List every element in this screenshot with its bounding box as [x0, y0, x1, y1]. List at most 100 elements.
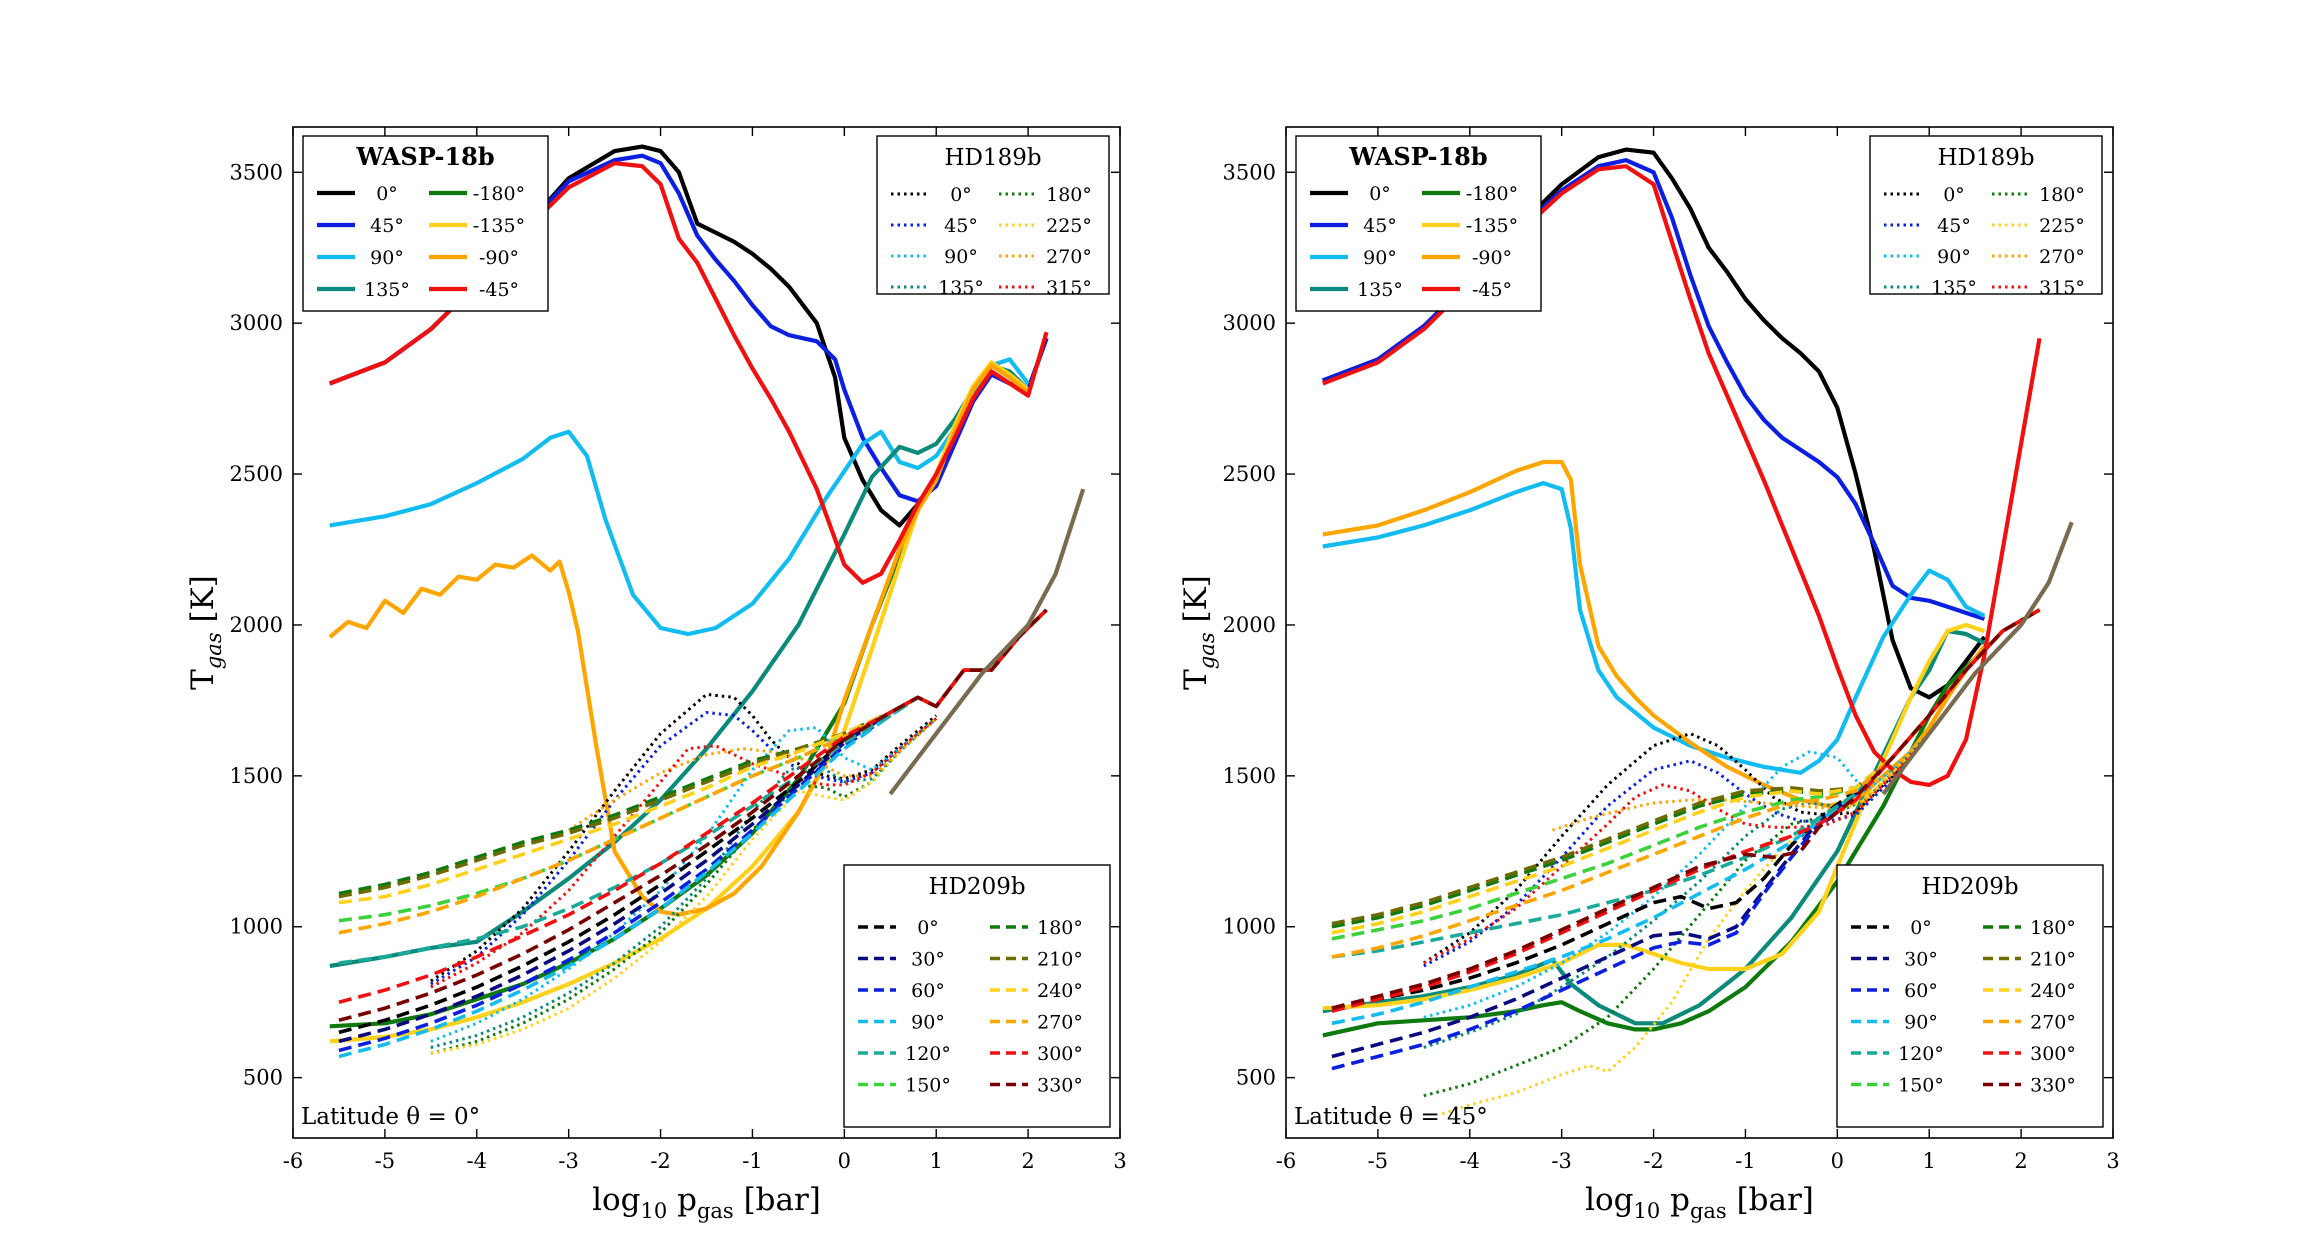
legend-entry-label: -180°	[1466, 183, 1518, 205]
latitude-annotation: Latitude θ = 45°	[1294, 1104, 1488, 1130]
y-tick-label: 500	[1236, 1066, 1276, 1090]
legend-title: HD189b	[1937, 145, 2034, 171]
series-line-hd189b-0	[1422, 732, 1931, 965]
y-tick-label: 1500	[1223, 764, 1276, 788]
x-tick-label: 2	[1021, 1149, 1034, 1173]
legend-entry-label: 270°	[2030, 1012, 2076, 1034]
x-tick-label: -4	[1460, 1149, 1480, 1173]
legend-entry-label: 210°	[1037, 949, 1083, 971]
latitude-annotation: Latitude θ = 0°	[301, 1104, 480, 1130]
legend-entry-label: 0°	[917, 917, 939, 939]
y-tick-label: 500	[243, 1066, 283, 1090]
series-line-hd189b-45	[430, 711, 938, 986]
series-line-wasp-18b-135	[1322, 622, 1986, 1011]
legend-title: HD209b	[1921, 874, 2018, 900]
axes-frame	[292, 126, 1121, 1139]
series-line-hd209b-270	[338, 608, 1048, 935]
legend-entry-label: 180°	[2039, 184, 2085, 206]
x-tick-label: 2	[2014, 1149, 2027, 1173]
legend-entry-label: 300°	[1037, 1043, 1083, 1065]
legend-box	[1869, 135, 2103, 295]
legend-entry-label: 150°	[1898, 1075, 1944, 1097]
legend-entry-label: 270°	[2039, 246, 2085, 268]
series-line-hd189b-270	[567, 717, 938, 832]
legend-entry-label: 60°	[1904, 980, 1938, 1002]
series-line-hd209b-180	[1331, 608, 2041, 929]
series-line-hd189b-180	[430, 717, 938, 1055]
legend-entry-label: 135°	[938, 277, 984, 299]
series-line-hd209b-210	[338, 608, 1048, 899]
legend-entry-label: 30°	[911, 949, 945, 971]
legend-entry-label: 135°	[1357, 279, 1403, 301]
x-tick-label: -5	[375, 1149, 395, 1173]
legend-entry-label: 90°	[944, 246, 978, 268]
legend-title: WASP-18b	[355, 142, 494, 171]
x-axis-label: log10 pgas [bar]	[592, 1182, 821, 1223]
legend-entry-label: 270°	[1046, 246, 1092, 268]
legend-box	[876, 135, 1110, 295]
series-line-hd209b-330	[1331, 608, 2041, 1010]
series-line-hd209b-90	[338, 608, 1048, 1059]
series-line-hd209b-330	[338, 608, 1048, 1023]
legend-hd189: HD189b 0° 45° 90° 135° 180° 225° 270° 315°	[1869, 135, 2103, 299]
legend-entry-label: 30°	[1904, 949, 1938, 971]
legend-entry-label: 180°	[1046, 184, 1092, 206]
legend-title: WASP-18b	[1348, 142, 1487, 171]
legend-entry-label: 330°	[1037, 1075, 1083, 1097]
y-tick-label: 1000	[1223, 915, 1276, 939]
x-tick-label: -6	[1276, 1149, 1296, 1173]
x-tick-label: -6	[283, 1149, 303, 1173]
legend-entry-label: 0°	[1910, 917, 1932, 939]
legend-entry-label: 0°	[376, 183, 398, 205]
legend-entry-label: 90°	[1904, 1012, 1938, 1034]
x-tick-label: -3	[558, 1149, 578, 1173]
x-tick-label: 1	[1923, 1149, 1936, 1173]
legend-entry-label: 120°	[1898, 1043, 1944, 1065]
series-line-hd189b-270	[1552, 732, 1931, 832]
legend-entry-label: 150°	[905, 1075, 951, 1097]
legend-entry-label: 180°	[2030, 917, 2076, 939]
x-tick-label: -1	[742, 1149, 762, 1173]
x-tick-label: 0	[838, 1149, 851, 1173]
legend-entry-label: 225°	[2039, 215, 2085, 237]
legend-box	[1836, 864, 2104, 1128]
legend-entry-label: 90°	[370, 247, 404, 269]
legend-entry-label: -90°	[479, 247, 519, 269]
legend-entry-label: 45°	[1937, 215, 1971, 237]
legend-title: HD189b	[944, 145, 1041, 171]
series-line-hd209b-150	[1331, 608, 2041, 941]
series-line-hd189b-315	[430, 717, 938, 989]
y-tick-label: 3000	[230, 311, 283, 335]
y-tick-label: 2500	[1223, 462, 1276, 486]
legend-title: HD209b	[928, 874, 1025, 900]
legend-entry-label: 0°	[1943, 184, 1965, 206]
series-line-hd209b-180	[338, 608, 1048, 896]
legend-entry-label: -45°	[1472, 279, 1512, 301]
legend-entry-label: 45°	[370, 215, 404, 237]
legend-entry-label: -135°	[1466, 215, 1518, 237]
x-tick-label: 3	[2106, 1149, 2119, 1173]
legend-entry-label: 90°	[1363, 247, 1397, 269]
legend-entry-label: 180°	[1037, 917, 1083, 939]
legend-entry-label: 0°	[1369, 183, 1391, 205]
legend-hd189: HD189b 0° 45° 90° 135° 180° 225° 270° 315°	[876, 135, 1110, 299]
legend-entry-label: 120°	[905, 1043, 951, 1065]
y-axis-label: Tgas [K]	[1178, 575, 1219, 690]
y-tick-label: 1000	[230, 915, 283, 939]
y-tick-label: 3000	[1223, 311, 1276, 335]
legend-entry-label: 135°	[1931, 277, 1977, 299]
x-tick-label: -1	[1735, 1149, 1755, 1173]
plot-lines	[1322, 147, 2074, 1116]
legend-entry-label: 90°	[911, 1012, 945, 1034]
legend-wasp: WASP-18b 0° 45° 90° 135° -180° -135° -90° -45°	[302, 135, 549, 312]
series-line-wasp-18b-45	[329, 153, 1049, 504]
panel-latitude-45: -6 -5 -4 -3 -2 -1 0 1 2 3500100015002000250030003…	[1178, 126, 2120, 1223]
legend-entry-label: -90°	[1472, 247, 1512, 269]
axes-frame	[1285, 126, 2114, 1139]
legend-hd209: HD209b 0° 30° 60° 90° 120° 150° 180° 210° 240° 270…	[843, 864, 1111, 1128]
series-line-wasp-18b-180	[1322, 647, 1986, 1038]
y-tick-label: 2000	[230, 613, 283, 637]
plot-lines	[328, 144, 1086, 1059]
x-tick-label: 3	[1113, 1149, 1126, 1173]
